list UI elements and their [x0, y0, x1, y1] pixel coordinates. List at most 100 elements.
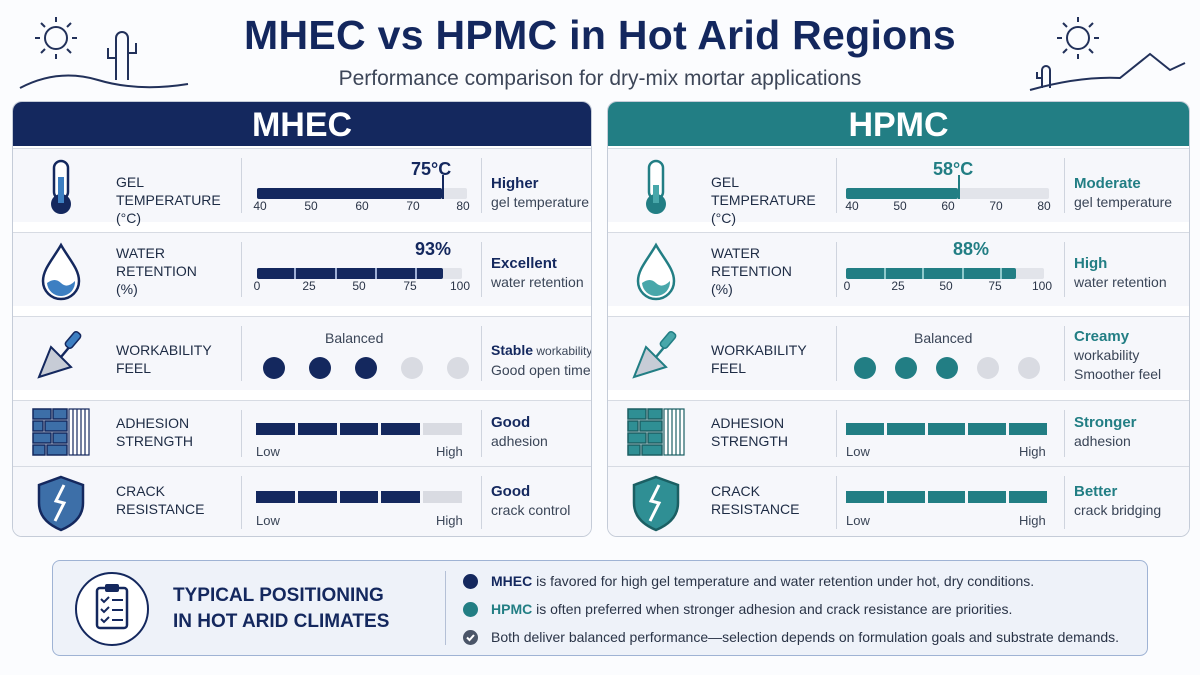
hpmc-work-verdict-text: workability: [1074, 347, 1140, 363]
thermometer-icon: [51, 159, 71, 214]
page-title: MHEC vs HPMC in Hot Arid Regions: [244, 12, 956, 58]
divider: [836, 476, 837, 529]
mhec-work-verdict: Stable: [491, 342, 534, 358]
mhec-work-caption: Balanced: [325, 330, 384, 346]
hpmc-gel-value: 58°C: [933, 159, 974, 179]
hpmc-crack-verdict-text: crack bridging: [1074, 502, 1162, 518]
thermometer-icon: [646, 159, 666, 214]
level-segment: [1009, 423, 1047, 435]
tick-label: 50: [304, 199, 318, 213]
rating-dot: [263, 357, 285, 379]
divider: [481, 326, 482, 381]
hpmc-water-label-2: RETENTION: [711, 263, 792, 279]
hpmc-adhesion-label: ADHESION: [711, 415, 785, 431]
tick-label: 60: [941, 199, 955, 213]
bar-segment: [415, 268, 417, 279]
water-drop-icon: [636, 242, 676, 301]
tick-label: 25: [891, 279, 905, 293]
mhec-water-value: 93%: [415, 239, 452, 259]
tick-label: 75: [988, 279, 1002, 293]
divider: [481, 158, 482, 213]
summary-text-hpmc: is often preferred when stronger adhesio…: [532, 601, 1013, 617]
divider: [836, 242, 837, 297]
page-subtitle: Performance comparison for dry-mix morta…: [338, 67, 862, 90]
tile-wall-icon: [32, 408, 90, 456]
hpmc-gel-fill: [846, 188, 958, 199]
tile-wall-icon: [627, 408, 685, 456]
mhec-crack-verdict: Good: [491, 483, 531, 500]
hpmc-adhesion-verdict: Stronger: [1074, 414, 1137, 431]
tick-label: 25: [302, 279, 316, 293]
mhec-gel-verdict-text: gel temperature: [491, 194, 590, 210]
mhec-crack-verdict-text: crack control: [491, 502, 571, 518]
summary-text-mhec: is favored for high gel temperature and …: [532, 573, 1035, 589]
hpmc-work-label: WORKABILITY: [711, 342, 807, 358]
level-segment: [968, 423, 1007, 435]
divider: [241, 476, 242, 529]
rating-dot: [895, 357, 917, 379]
mhec-row-water-retention: WATER RETENTION (%) 93% 0 25 50 75 100 Exc…: [13, 232, 591, 306]
mhec-row-adhesion: ADHESION STRENGTH Low High Good adhesion: [13, 400, 591, 466]
divider: [241, 410, 242, 457]
divider: [1064, 326, 1065, 381]
divider: [481, 242, 482, 297]
divider: [481, 476, 482, 529]
divider: [241, 242, 242, 297]
hpmc-crack-label: CRACK: [711, 483, 761, 499]
divider: [1064, 476, 1065, 529]
mhec-adhesion-verdict-text: adhesion: [491, 433, 548, 449]
hpmc-work-verdict: Creamy: [1074, 328, 1130, 345]
hpmc-gel-unit: (°C): [711, 210, 737, 226]
mhec-water-label: WATER: [116, 245, 165, 261]
rating-dot: [977, 357, 999, 379]
shield-crack-icon: [632, 475, 680, 532]
rating-dot: [854, 357, 876, 379]
mhec-water-unit: (%): [116, 281, 138, 297]
tick-label: 100: [1031, 279, 1053, 293]
check-circle-icon: [463, 630, 478, 645]
mhec-gel-fill: [257, 188, 442, 199]
level-segment: [381, 423, 421, 435]
divider: [241, 158, 242, 213]
mhec-gel-value: 75°C: [411, 159, 452, 179]
rating-dot: [401, 357, 423, 379]
hpmc-row-water-retention: WATER RETENTION (%) 88% 0 25 50 75 100 Hig…: [608, 232, 1189, 306]
tick-label: 60: [355, 199, 369, 213]
rating-dot: [1018, 357, 1040, 379]
divider: [241, 326, 242, 381]
mhec-row-gel-temperature: GEL TEMPERATURE (°C) 75°C 40 50 60 70 80 …: [13, 148, 591, 226]
mhec-panel: MHEC GEL TEMPERATURE (°C) 75°C 40 50 60 7…: [12, 101, 592, 537]
low-label: Low: [256, 444, 280, 459]
clipboard-checklist-icon: [75, 572, 149, 646]
mhec-water-scale: 0 25 50 75 100: [254, 268, 470, 293]
mhec-gel-verdict: Higher: [491, 175, 539, 192]
hpmc-water-scale: 0 25 50 75 100: [844, 268, 1052, 293]
level-segment: [846, 423, 884, 435]
divider: [1064, 158, 1065, 213]
hpmc-work-verdict-text-2: Smoother feel: [1074, 366, 1162, 382]
hpmc-water-verdict: High: [1074, 255, 1108, 272]
mhec-water-verdict: Excellent: [491, 255, 557, 272]
high-label: High: [436, 444, 463, 459]
hpmc-water-verdict-text: water retention: [1074, 274, 1167, 290]
tick-label: 100: [449, 279, 471, 293]
mhec-adhesion-label-2: STRENGTH: [116, 433, 193, 449]
mhec-gel-marker: [442, 175, 444, 199]
water-drop-icon: [41, 242, 81, 301]
level-segment: [886, 491, 925, 503]
trowel-icon: [37, 331, 82, 379]
bar-segment: [1000, 268, 1002, 279]
desert-sun-mountains-right-icon: [1029, 17, 1186, 91]
tick-label: 70: [406, 199, 420, 213]
level-segment: [297, 491, 337, 503]
hpmc-row-workability: WORKABILITY FEEL Balanced Creamy workabili…: [608, 316, 1189, 390]
level-segment: [968, 491, 1007, 503]
high-label: High: [1019, 513, 1046, 528]
mhec-row-workability: WORKABILITY FEEL Balanced Stable workabil…: [13, 316, 591, 390]
level-segment: [423, 491, 462, 503]
level-segment: [886, 423, 925, 435]
mhec-work-verdict-rest: workability: [533, 344, 592, 358]
mhec-adhesion-label: ADHESION: [116, 415, 190, 431]
tick-label: 70: [989, 199, 1003, 213]
level-segment: [927, 423, 966, 435]
